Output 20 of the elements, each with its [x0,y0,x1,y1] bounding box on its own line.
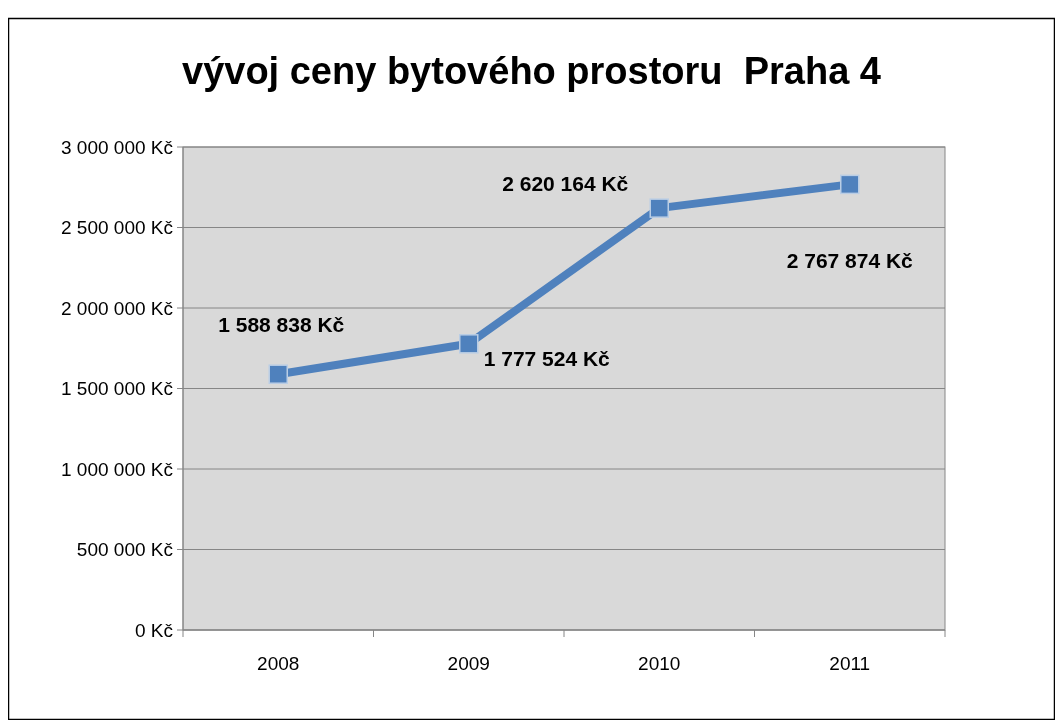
y-tick-label: 0 Kč [134,619,173,641]
data-label: 1 777 524 Kč [483,346,611,370]
data-label: 2 620 164 Kč [502,172,629,196]
point [268,364,288,384]
x-tick-label: 2008 [257,653,300,674]
y-tick-label: 500 000 Kč [76,539,173,561]
point [840,174,860,195]
y-tick-label: 1 500 000 Kč [61,378,173,400]
data-label: 2 767 874 Kč [786,249,914,273]
x-tick-label: 2010 [638,653,681,674]
data-label: 1 588 838 Kč [218,313,345,337]
y-tick-label: 3 000 000 Kč [61,136,173,158]
y-tick-label: 2 000 000 Kč [61,297,173,319]
point [459,334,479,354]
x-tick-label: 2009 [447,653,490,674]
y-tick-label: 1 000 000 Kč [61,458,173,480]
x-tick-label: 2011 [829,653,871,674]
y-tick-label: 2 500 000 Kč [61,217,173,239]
point [649,198,669,218]
chart-title: vývoj ceny bytového prostoru Praha 4 [182,50,881,92]
